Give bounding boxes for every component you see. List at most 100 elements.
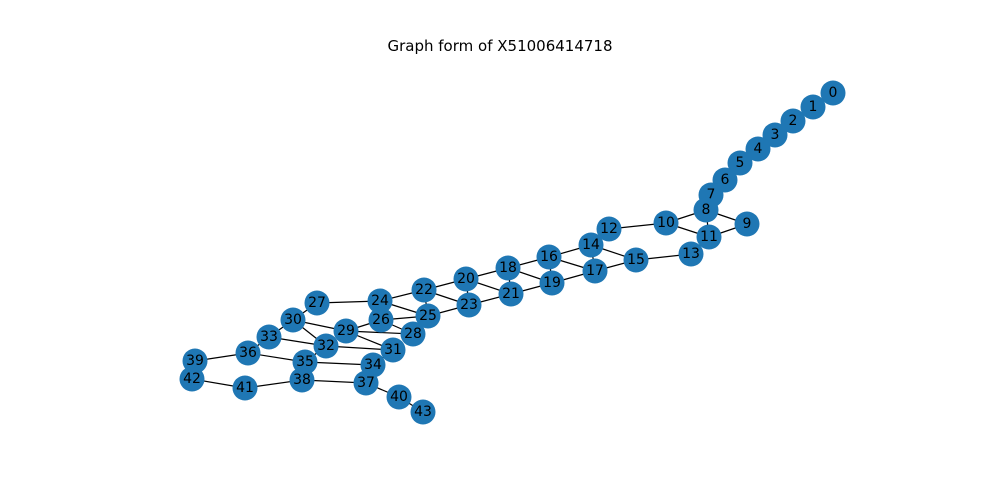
node-circle-41: [232, 375, 258, 401]
node-circle-3: [762, 122, 788, 148]
node-24: 24: [367, 288, 393, 314]
node-2: 2: [780, 108, 806, 134]
node-label-41: 41: [236, 380, 254, 396]
node-label-40: 40: [390, 389, 408, 405]
node-circle-36: [235, 340, 261, 366]
node-label-24: 24: [371, 293, 389, 309]
node-circle-31: [380, 337, 406, 363]
node-circle-13: [678, 241, 704, 267]
node-label-8: 8: [702, 202, 711, 218]
node-circle-40: [386, 384, 412, 410]
node-circle-10: [653, 210, 679, 236]
node-label-1: 1: [809, 99, 818, 115]
node-31: 31: [380, 337, 406, 363]
node-27: 27: [304, 290, 330, 316]
node-9: 9: [734, 211, 760, 237]
node-23: 23: [456, 292, 482, 318]
node-circle-37: [353, 370, 379, 396]
node-label-18: 18: [499, 260, 517, 276]
node-circle-23: [456, 292, 482, 318]
node-circle-21: [498, 281, 524, 307]
node-circle-12: [596, 216, 622, 242]
node-circle-9: [734, 211, 760, 237]
node-29: 29: [333, 318, 359, 344]
node-40: 40: [386, 384, 412, 410]
node-label-12: 12: [600, 221, 618, 237]
node-circle-22: [411, 277, 437, 303]
node-42: 42: [179, 366, 205, 392]
node-3: 3: [762, 122, 788, 148]
node-circle-33: [256, 324, 282, 350]
node-14: 14: [578, 232, 604, 258]
node-4: 4: [745, 136, 771, 162]
node-circle-4: [745, 136, 771, 162]
node-10: 10: [653, 210, 679, 236]
node-layer: 0123456789101112131415161718192021222324…: [179, 80, 846, 425]
edge-layer: [191, 92, 834, 413]
node-43: 43: [410, 399, 436, 425]
node-label-7: 7: [707, 187, 716, 203]
node-label-19: 19: [543, 275, 561, 291]
node-circle-0: [820, 80, 846, 106]
node-label-43: 43: [414, 404, 432, 420]
node-circle-32: [313, 333, 339, 359]
node-label-21: 21: [502, 286, 520, 302]
node-circle-16: [536, 244, 562, 270]
node-circle-42: [179, 366, 205, 392]
node-16: 16: [536, 244, 562, 270]
node-circle-27: [304, 290, 330, 316]
node-13: 13: [678, 241, 704, 267]
node-label-22: 22: [415, 282, 433, 298]
node-circle-8: [693, 197, 719, 223]
node-label-39: 39: [186, 353, 204, 369]
node-15: 15: [623, 247, 649, 273]
node-38: 38: [289, 367, 315, 393]
node-circle-14: [578, 232, 604, 258]
node-26: 26: [368, 307, 394, 333]
node-circle-15: [623, 247, 649, 273]
node-19: 19: [539, 270, 565, 296]
node-28: 28: [400, 321, 426, 347]
node-label-25: 25: [419, 308, 437, 324]
node-circle-5: [727, 150, 753, 176]
node-circle-30: [280, 307, 306, 333]
node-label-11: 11: [700, 229, 718, 245]
node-label-42: 42: [183, 371, 201, 387]
node-0: 0: [820, 80, 846, 106]
node-label-26: 26: [372, 312, 390, 328]
node-circle-29: [333, 318, 359, 344]
node-circle-38: [289, 367, 315, 393]
node-20: 20: [453, 266, 479, 292]
node-label-30: 30: [284, 312, 302, 328]
node-label-0: 0: [829, 85, 838, 101]
node-label-20: 20: [457, 271, 475, 287]
node-circle-17: [582, 258, 608, 284]
node-circle-11: [696, 224, 722, 250]
node-label-35: 35: [296, 354, 314, 370]
node-1: 1: [800, 94, 826, 120]
node-36: 36: [235, 340, 261, 366]
node-label-36: 36: [239, 345, 257, 361]
node-label-13: 13: [682, 246, 700, 262]
node-label-2: 2: [789, 113, 798, 129]
node-33: 33: [256, 324, 282, 350]
node-5: 5: [727, 150, 753, 176]
node-label-28: 28: [404, 326, 422, 342]
node-circle-18: [495, 255, 521, 281]
node-label-14: 14: [582, 237, 600, 253]
node-circle-19: [539, 270, 565, 296]
node-label-3: 3: [771, 127, 780, 143]
node-17: 17: [582, 258, 608, 284]
node-circle-25: [415, 303, 441, 329]
node-circle-20: [453, 266, 479, 292]
node-circle-24: [367, 288, 393, 314]
node-8: 8: [693, 197, 719, 223]
node-label-37: 37: [357, 375, 375, 391]
node-label-38: 38: [293, 372, 311, 388]
node-label-34: 34: [364, 357, 382, 373]
node-circle-2: [780, 108, 806, 134]
node-circle-1: [800, 94, 826, 120]
node-25: 25: [415, 303, 441, 329]
node-32: 32: [313, 333, 339, 359]
